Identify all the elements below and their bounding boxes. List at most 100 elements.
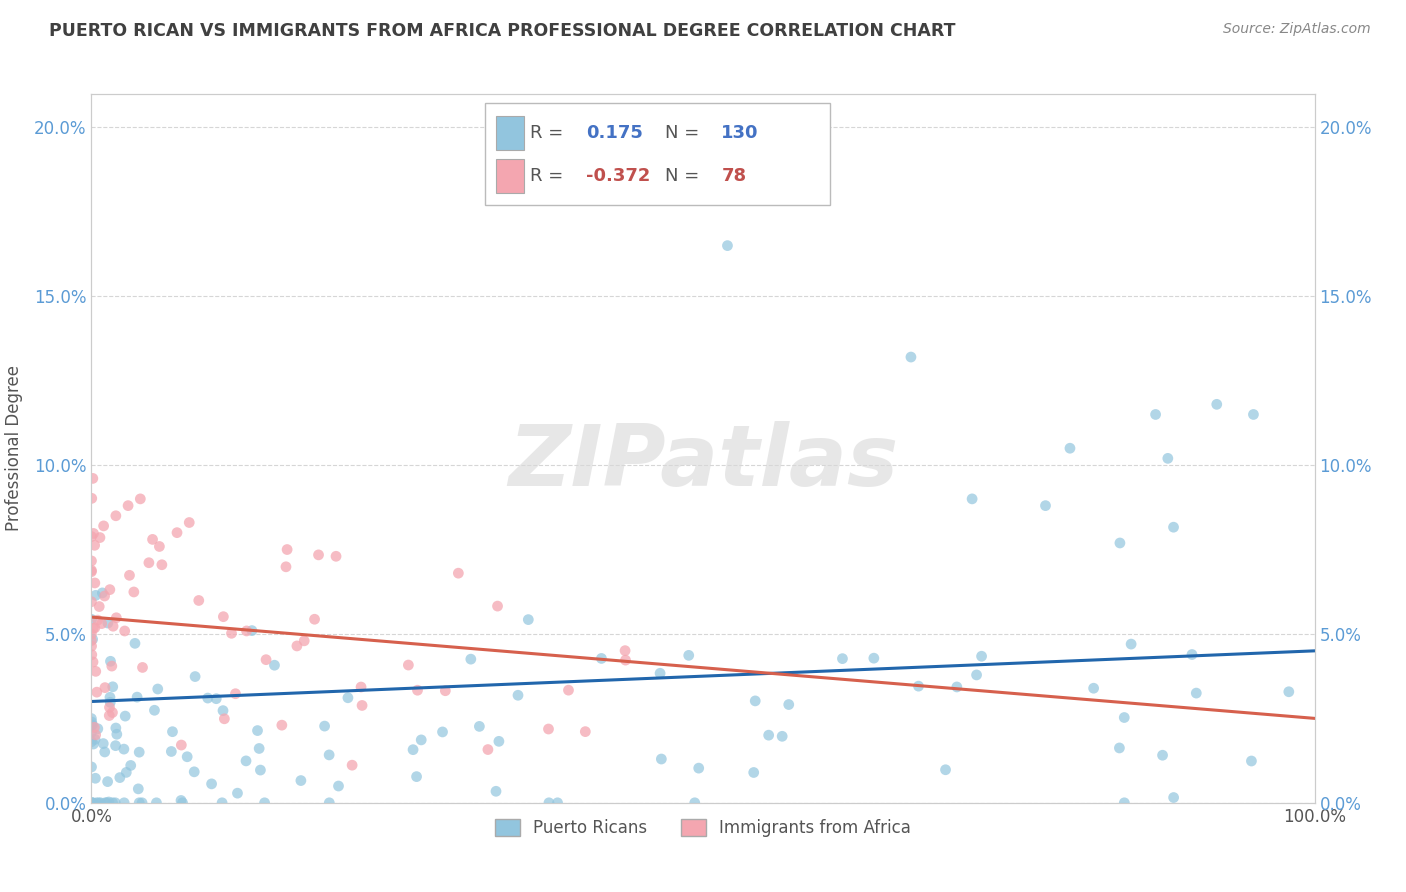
Point (101, 706, 124, 720)
Point (80, 725, 103, 739)
Point (94, 681, 117, 695)
Point (82, 622, 104, 636)
Point (80, 530, 103, 544)
Point (83, 720, 105, 734)
Point (98, 695, 121, 709)
Point (101, 680, 124, 694)
Point (235, 754, 257, 768)
Point (1163, 790, 1185, 805)
Point (253, 796, 276, 810)
Point (406, 683, 429, 698)
Point (115, 765, 138, 780)
Point (104, 508, 127, 523)
Point (468, 719, 491, 733)
Point (1059, 441, 1081, 455)
Point (83, 576, 105, 591)
Point (1114, 796, 1136, 810)
Point (97, 774, 120, 789)
Point (117, 499, 139, 513)
Point (966, 668, 988, 682)
Point (146, 681, 169, 696)
Point (84, 771, 107, 785)
Text: Source: ZipAtlas.com: Source: ZipAtlas.com (1223, 22, 1371, 37)
Point (517, 613, 540, 627)
Point (80, 563, 103, 577)
Point (94, 796, 117, 810)
Point (108, 771, 131, 785)
Point (176, 749, 198, 764)
Point (1083, 681, 1105, 696)
Point (96, 796, 118, 810)
Point (960, 491, 983, 506)
Point (197, 691, 219, 706)
Point (118, 568, 141, 582)
Text: 0.175: 0.175 (586, 124, 643, 143)
Point (84, 728, 107, 742)
Point (82, 796, 104, 810)
Point (460, 652, 482, 666)
Point (145, 796, 167, 810)
Point (863, 651, 886, 665)
Point (235, 624, 257, 638)
Point (80, 648, 103, 662)
Point (82, 632, 104, 647)
Point (683, 796, 706, 810)
Point (127, 781, 149, 796)
Point (80, 712, 103, 726)
Point (716, 238, 738, 252)
Point (100, 654, 122, 668)
Text: ZIPatlas: ZIPatlas (508, 421, 898, 504)
Point (224, 687, 246, 701)
Point (488, 734, 510, 748)
Point (350, 680, 373, 694)
Point (84, 732, 107, 747)
Point (318, 747, 340, 762)
Point (80, 491, 103, 506)
Point (1205, 397, 1227, 411)
Point (537, 796, 560, 810)
Point (688, 761, 710, 775)
Point (290, 773, 312, 788)
Point (104, 739, 127, 753)
Point (80, 639, 103, 653)
Point (98, 708, 121, 723)
Point (82, 718, 104, 732)
Point (87, 722, 110, 736)
Point (82, 796, 104, 810)
Point (129, 491, 152, 506)
Point (82, 796, 104, 810)
Point (87, 796, 110, 810)
Point (90, 616, 112, 631)
Point (650, 752, 672, 766)
Point (80, 627, 103, 641)
Point (1035, 499, 1057, 513)
Point (122, 585, 145, 599)
Point (1240, 754, 1263, 768)
Point (770, 729, 793, 743)
Point (183, 764, 205, 779)
Point (84, 665, 107, 679)
Point (184, 669, 207, 683)
Point (1243, 408, 1265, 422)
Point (678, 648, 700, 663)
Text: R =: R = (530, 168, 564, 186)
Point (246, 723, 269, 738)
Point (1185, 686, 1208, 700)
Point (249, 763, 271, 777)
Point (98, 690, 121, 705)
Point (537, 722, 560, 736)
Point (89, 531, 111, 545)
Point (274, 559, 297, 574)
Point (127, 690, 149, 705)
Point (211, 796, 233, 810)
Point (112, 742, 135, 756)
Point (506, 688, 529, 702)
Point (778, 698, 800, 712)
Point (80, 565, 103, 579)
Point (148, 540, 170, 554)
Point (970, 649, 993, 664)
Point (80, 718, 103, 732)
Point (308, 548, 330, 562)
Point (80, 554, 103, 568)
Point (935, 763, 957, 777)
